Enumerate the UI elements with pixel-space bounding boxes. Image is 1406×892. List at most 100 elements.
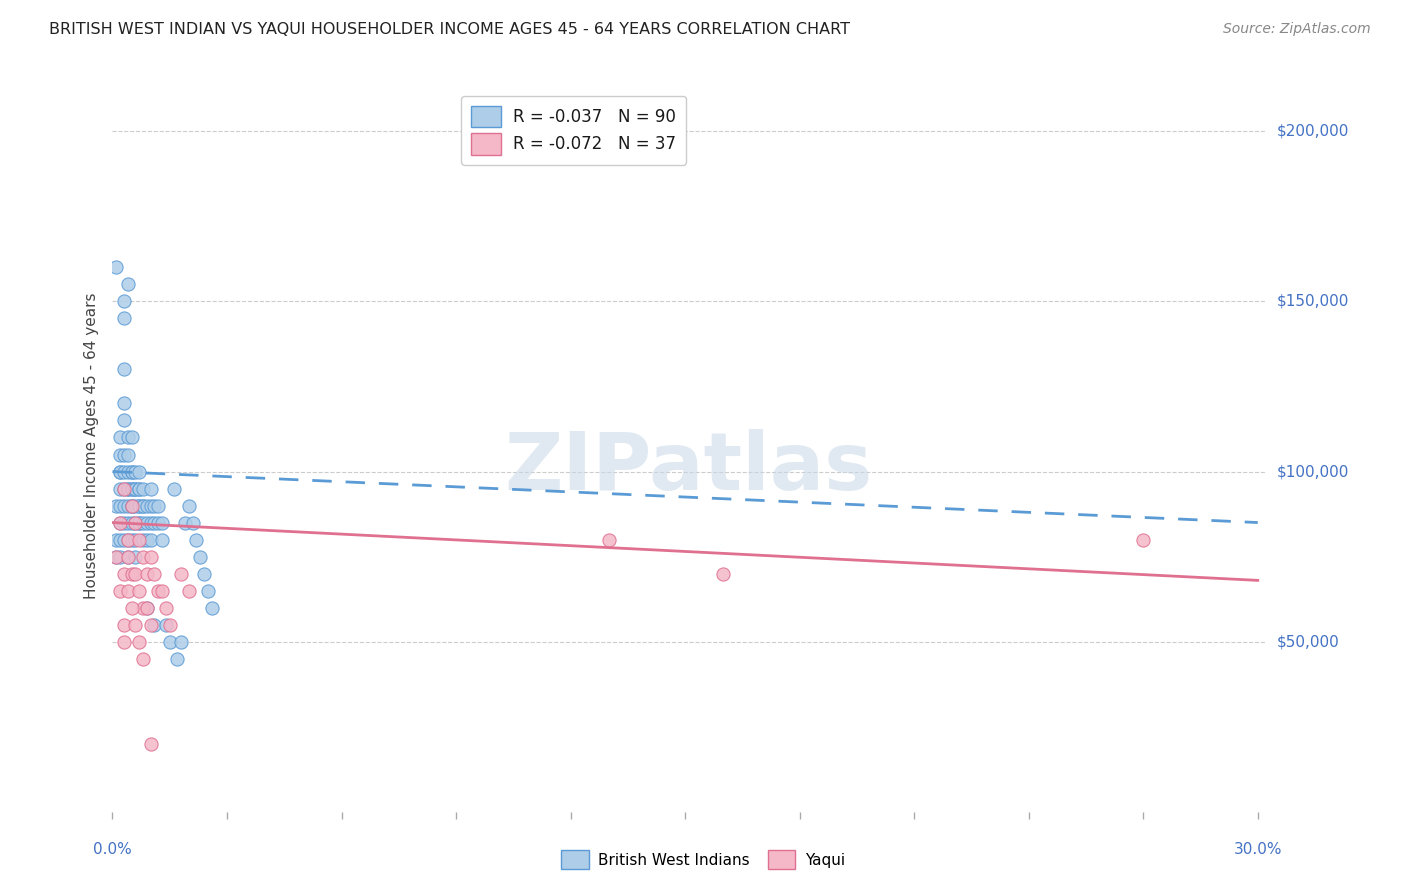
Text: BRITISH WEST INDIAN VS YAQUI HOUSEHOLDER INCOME AGES 45 - 64 YEARS CORRELATION C: BRITISH WEST INDIAN VS YAQUI HOUSEHOLDER…: [49, 22, 851, 37]
Point: [186, 533, 208, 547]
Point: [108, 516, 131, 530]
Point: [177, 583, 200, 598]
Point: [112, 413, 135, 427]
Point: [112, 396, 135, 410]
Point: [150, 533, 173, 547]
Point: [1132, 533, 1154, 547]
Point: [139, 516, 162, 530]
Point: [121, 465, 143, 479]
Point: [124, 566, 146, 581]
Point: [105, 549, 128, 564]
Point: [117, 482, 139, 496]
Point: [105, 533, 128, 547]
Point: [139, 499, 162, 513]
Point: [121, 430, 143, 444]
Point: [112, 362, 135, 376]
Point: [139, 737, 162, 751]
Point: [181, 516, 204, 530]
Text: Source: ZipAtlas.com: Source: ZipAtlas.com: [1223, 22, 1371, 37]
Point: [128, 482, 150, 496]
Text: $150,000: $150,000: [1277, 293, 1348, 309]
Point: [170, 566, 193, 581]
Point: [143, 566, 166, 581]
Point: [188, 549, 211, 564]
Text: ZIPatlas: ZIPatlas: [505, 429, 873, 507]
Point: [105, 260, 128, 275]
Point: [108, 533, 131, 547]
Point: [162, 482, 184, 496]
Point: [112, 448, 135, 462]
Point: [117, 533, 139, 547]
Text: $50,000: $50,000: [1277, 634, 1340, 649]
Point: [159, 617, 181, 632]
Point: [132, 533, 155, 547]
Point: [108, 549, 131, 564]
Point: [135, 566, 157, 581]
Point: [112, 311, 135, 326]
Point: [139, 617, 162, 632]
Point: [124, 533, 146, 547]
Point: [121, 566, 143, 581]
Point: [117, 277, 139, 292]
Point: [108, 448, 131, 462]
Point: [112, 634, 135, 648]
Point: [124, 465, 146, 479]
Point: [128, 465, 150, 479]
Point: [124, 499, 146, 513]
Point: [148, 499, 170, 513]
Point: [135, 516, 157, 530]
Point: [143, 617, 166, 632]
Point: [117, 430, 139, 444]
Point: [201, 600, 224, 615]
Point: [150, 516, 173, 530]
Point: [598, 533, 620, 547]
Point: [112, 465, 135, 479]
Point: [132, 516, 155, 530]
Point: [155, 617, 177, 632]
Point: [124, 617, 146, 632]
Point: [112, 533, 135, 547]
Point: [117, 583, 139, 598]
Point: [128, 482, 150, 496]
Point: [117, 482, 139, 496]
Point: [121, 516, 143, 530]
Point: [193, 566, 215, 581]
Point: [711, 566, 734, 581]
Point: [135, 533, 157, 547]
Point: [128, 533, 150, 547]
Point: [124, 516, 146, 530]
Y-axis label: Householder Income Ages 45 - 64 years: Householder Income Ages 45 - 64 years: [83, 293, 98, 599]
Point: [132, 499, 155, 513]
Point: [135, 600, 157, 615]
Point: [108, 516, 131, 530]
Point: [177, 499, 200, 513]
Point: [121, 499, 143, 513]
Point: [143, 499, 166, 513]
Point: [121, 499, 143, 513]
Text: 0.0%: 0.0%: [93, 842, 132, 857]
Point: [121, 482, 143, 496]
Point: [108, 499, 131, 513]
Point: [124, 482, 146, 496]
Point: [112, 617, 135, 632]
Point: [108, 482, 131, 496]
Text: $200,000: $200,000: [1277, 124, 1348, 139]
Point: [132, 499, 155, 513]
Point: [124, 549, 146, 564]
Legend: British West Indians, Yaqui: British West Indians, Yaqui: [555, 844, 851, 875]
Point: [117, 499, 139, 513]
Point: [159, 634, 181, 648]
Point: [139, 482, 162, 496]
Point: [197, 583, 219, 598]
Point: [124, 516, 146, 530]
Point: [121, 499, 143, 513]
Point: [108, 465, 131, 479]
Point: [132, 549, 155, 564]
Text: 30.0%: 30.0%: [1233, 842, 1282, 857]
Point: [112, 566, 135, 581]
Point: [135, 499, 157, 513]
Point: [108, 583, 131, 598]
Point: [135, 600, 157, 615]
Point: [128, 516, 150, 530]
Point: [121, 533, 143, 547]
